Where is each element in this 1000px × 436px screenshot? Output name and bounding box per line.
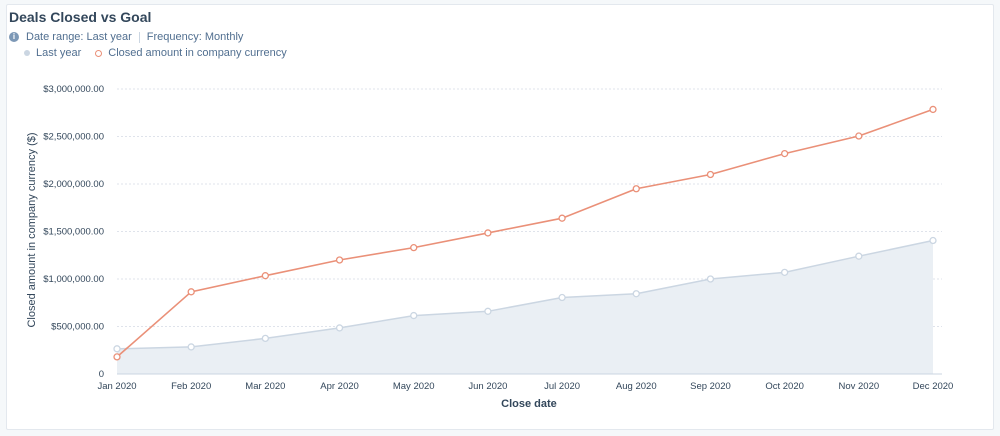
x-tick-label: Jan 2020 [97,381,136,392]
legend-item-last-year[interactable]: Last year [24,47,81,59]
x-tick-label: Nov 2020 [838,381,879,392]
meta-divider [138,31,140,43]
x-tick-label: Apr 2020 [320,381,359,392]
point-last-year [484,307,492,315]
point-last-year [558,293,566,302]
x-tick-label: May 2020 [393,381,435,392]
point-closed-amount [855,132,863,140]
point-closed-amount [558,214,566,222]
legend-swatch-closed-amount [95,49,103,57]
legend-label-closed-amount: Closed amount in company currency [108,47,287,59]
area-last-year [117,240,933,374]
y-tick-label: $3,000,000.00 [43,84,104,95]
point-closed-amount [335,256,344,264]
x-tick-label: Oct 2020 [765,381,804,392]
y-tick-label: $2,000,000.00 [43,179,104,190]
x-tick-label: Jun 2020 [468,381,507,392]
y-tick-label: 0 [99,369,104,380]
point-closed-amount [410,243,418,252]
point-closed-amount [261,272,270,280]
legend-label-last-year: Last year [36,47,82,59]
legend: Last year Closed amount in company curre… [24,47,301,59]
legend-swatch-last-year [24,50,30,56]
info-icon[interactable]: i [9,32,19,42]
x-tick-label: Mar 2020 [245,381,285,392]
point-last-year [261,334,270,343]
point-closed-amount [484,229,492,237]
point-last-year [187,343,195,351]
point-last-year [706,275,715,283]
y-axis-title: Closed amount in company currency ($) [26,132,38,327]
legend-item-closed-amount[interactable]: Closed amount in company currency [95,47,287,59]
x-tick-label: Jul 2020 [544,381,580,392]
frequency-label: Frequency: Monthly [146,31,244,43]
point-last-year [929,236,937,245]
point-last-year [410,311,418,320]
line-last-year [116,239,934,350]
x-tick-label: Feb 2020 [171,381,211,392]
point-closed-amount [632,185,640,193]
point-last-year [632,290,640,298]
point-closed-amount [929,105,937,114]
line-closed-amount [116,108,934,358]
date-range-label: Date range: Last year [26,31,132,43]
point-last-year [855,252,863,260]
y-tick-label: $2,500,000.00 [43,132,104,143]
point-closed-amount [706,170,715,179]
point-closed-amount [780,149,789,158]
y-tick-label: $1,500,000.00 [43,227,104,238]
x-tick-label: Aug 2020 [616,381,657,392]
y-tick-label: $1,000,000.00 [43,274,104,285]
point-last-year [335,324,344,332]
point-closed-amount [113,353,121,361]
point-last-year [113,345,121,353]
point-last-year [780,268,789,277]
point-closed-amount [187,288,195,296]
x-tick-label: Dec 2020 [913,381,954,392]
y-tick-label: $500,000.00 [51,322,104,333]
x-tick-label: Sep 2020 [690,381,731,392]
chart-title: Deals Closed vs Goal [9,9,152,25]
x-axis-title: Close date [501,398,557,410]
report-meta: i Date range: Last year Frequency: Month… [9,31,243,43]
